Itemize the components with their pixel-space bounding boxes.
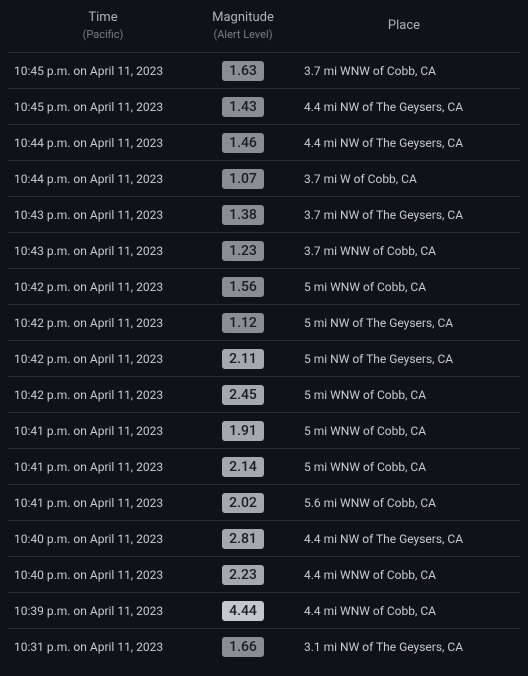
magnitude-cell: 1.91 (198, 421, 288, 441)
magnitude-badge: 1.43 (222, 97, 264, 117)
magnitude-badge: 1.46 (222, 133, 264, 153)
place-cell: 4.4 mi NW of The Geysers, CA (288, 532, 520, 546)
table-row[interactable]: 10:42 p.m. on April 11, 2023 1.56 5 mi WNW… (8, 268, 520, 304)
time-cell: 10:45 p.m. on April 11, 2023 (8, 100, 198, 114)
magnitude-badge: 2.11 (222, 349, 264, 369)
header-time[interactable]: Time (Pacific) (8, 10, 198, 42)
place-cell: 5.6 mi WNW of Cobb, CA (288, 496, 520, 510)
magnitude-cell: 1.46 (198, 133, 288, 153)
magnitude-cell: 1.43 (198, 97, 288, 117)
magnitude-cell: 1.23 (198, 241, 288, 261)
earthquake-table: Time (Pacific) Magnitude (Alert Level) P… (0, 0, 528, 670)
magnitude-cell: 2.23 (198, 565, 288, 585)
place-cell: 5 mi WNW of Cobb, CA (288, 388, 520, 402)
magnitude-cell: 2.11 (198, 349, 288, 369)
magnitude-cell: 1.12 (198, 313, 288, 333)
magnitude-cell: 1.38 (198, 205, 288, 225)
time-cell: 10:42 p.m. on April 11, 2023 (8, 280, 198, 294)
place-cell: 5 mi WNW of Cobb, CA (288, 460, 520, 474)
magnitude-badge: 2.45 (222, 385, 264, 405)
table-row[interactable]: 10:45 p.m. on April 11, 2023 1.63 3.7 mi W… (8, 52, 520, 88)
time-cell: 10:41 p.m. on April 11, 2023 (8, 496, 198, 510)
place-cell: 3.7 mi WNW of Cobb, CA (288, 244, 520, 258)
time-cell: 10:44 p.m. on April 11, 2023 (8, 172, 198, 186)
place-cell: 5 mi NW of The Geysers, CA (288, 316, 520, 330)
table-row[interactable]: 10:41 p.m. on April 11, 2023 2.14 5 mi WNW… (8, 448, 520, 484)
magnitude-cell: 1.63 (198, 61, 288, 81)
magnitude-badge: 1.91 (222, 421, 264, 441)
table-row[interactable]: 10:43 p.m. on April 11, 2023 1.23 3.7 mi W… (8, 232, 520, 268)
header-magnitude[interactable]: Magnitude (Alert Level) (198, 10, 288, 42)
magnitude-cell: 4.44 (198, 601, 288, 621)
table-row[interactable]: 10:39 p.m. on April 11, 2023 4.44 4.4 mi W… (8, 592, 520, 628)
table-row[interactable]: 10:40 p.m. on April 11, 2023 2.81 4.4 mi N… (8, 520, 520, 556)
table-row[interactable]: 10:42 p.m. on April 11, 2023 2.45 5 mi WNW… (8, 376, 520, 412)
magnitude-badge: 1.63 (222, 61, 264, 81)
magnitude-cell: 1.56 (198, 277, 288, 297)
place-cell: 4.4 mi WNW of Cobb, CA (288, 568, 520, 582)
magnitude-cell: 1.07 (198, 169, 288, 189)
header-time-label: Time (8, 10, 198, 27)
table-header-row: Time (Pacific) Magnitude (Alert Level) P… (8, 6, 520, 52)
place-cell: 5 mi WNW of Cobb, CA (288, 280, 520, 294)
table-row[interactable]: 10:40 p.m. on April 11, 2023 2.23 4.4 mi W… (8, 556, 520, 592)
place-cell: 3.1 mi NW of The Geysers, CA (288, 640, 520, 654)
header-magnitude-sub: (Alert Level) (198, 28, 288, 42)
table-row[interactable]: 10:42 p.m. on April 11, 2023 1.12 5 mi NW … (8, 304, 520, 340)
time-cell: 10:42 p.m. on April 11, 2023 (8, 352, 198, 366)
time-cell: 10:41 p.m. on April 11, 2023 (8, 424, 198, 438)
magnitude-badge: 2.81 (222, 529, 264, 549)
place-cell: 4.4 mi NW of The Geysers, CA (288, 136, 520, 150)
time-cell: 10:31 p.m. on April 11, 2023 (8, 640, 198, 654)
time-cell: 10:41 p.m. on April 11, 2023 (8, 460, 198, 474)
magnitude-badge: 1.66 (222, 637, 264, 657)
magnitude-cell: 2.45 (198, 385, 288, 405)
magnitude-cell: 1.66 (198, 637, 288, 657)
table-row[interactable]: 10:31 p.m. on April 11, 2023 1.66 3.1 mi N… (8, 628, 520, 664)
magnitude-badge: 1.56 (222, 277, 264, 297)
time-cell: 10:43 p.m. on April 11, 2023 (8, 244, 198, 258)
time-cell: 10:39 p.m. on April 11, 2023 (8, 604, 198, 618)
header-magnitude-label: Magnitude (198, 10, 288, 27)
place-cell: 4.4 mi NW of The Geysers, CA (288, 100, 520, 114)
place-cell: 4.4 mi WNW of Cobb, CA (288, 604, 520, 618)
magnitude-badge: 2.23 (222, 565, 264, 585)
table-row[interactable]: 10:44 p.m. on April 11, 2023 1.46 4.4 mi N… (8, 124, 520, 160)
time-cell: 10:45 p.m. on April 11, 2023 (8, 64, 198, 78)
table-row[interactable]: 10:41 p.m. on April 11, 2023 1.91 5 mi WNW… (8, 412, 520, 448)
table-row[interactable]: 10:41 p.m. on April 11, 2023 2.02 5.6 mi W… (8, 484, 520, 520)
place-cell: 5 mi NW of The Geysers, CA (288, 352, 520, 366)
magnitude-badge: 1.07 (222, 169, 264, 189)
magnitude-badge: 2.02 (222, 493, 264, 513)
place-cell: 3.7 mi NW of The Geysers, CA (288, 208, 520, 222)
table-row[interactable]: 10:44 p.m. on April 11, 2023 1.07 3.7 mi W… (8, 160, 520, 196)
place-cell: 3.7 mi W of Cobb, CA (288, 172, 520, 186)
magnitude-badge: 1.12 (222, 313, 264, 333)
place-cell: 5 mi WNW of Cobb, CA (288, 424, 520, 438)
table-body: 10:45 p.m. on April 11, 2023 1.63 3.7 mi W… (8, 52, 520, 664)
table-row[interactable]: 10:45 p.m. on April 11, 2023 1.43 4.4 mi N… (8, 88, 520, 124)
header-place[interactable]: Place (288, 18, 520, 35)
magnitude-badge: 1.38 (222, 205, 264, 225)
place-cell: 3.7 mi WNW of Cobb, CA (288, 64, 520, 78)
header-place-label: Place (288, 18, 520, 35)
time-cell: 10:42 p.m. on April 11, 2023 (8, 388, 198, 402)
magnitude-badge: 2.14 (222, 457, 264, 477)
magnitude-badge: 4.44 (222, 601, 264, 621)
time-cell: 10:40 p.m. on April 11, 2023 (8, 568, 198, 582)
magnitude-badge: 1.23 (222, 241, 264, 261)
time-cell: 10:44 p.m. on April 11, 2023 (8, 136, 198, 150)
time-cell: 10:40 p.m. on April 11, 2023 (8, 532, 198, 546)
magnitude-cell: 2.81 (198, 529, 288, 549)
time-cell: 10:42 p.m. on April 11, 2023 (8, 316, 198, 330)
magnitude-cell: 2.02 (198, 493, 288, 513)
header-time-sub: (Pacific) (8, 28, 198, 42)
table-row[interactable]: 10:43 p.m. on April 11, 2023 1.38 3.7 mi N… (8, 196, 520, 232)
magnitude-cell: 2.14 (198, 457, 288, 477)
table-row[interactable]: 10:42 p.m. on April 11, 2023 2.11 5 mi NW … (8, 340, 520, 376)
time-cell: 10:43 p.m. on April 11, 2023 (8, 208, 198, 222)
